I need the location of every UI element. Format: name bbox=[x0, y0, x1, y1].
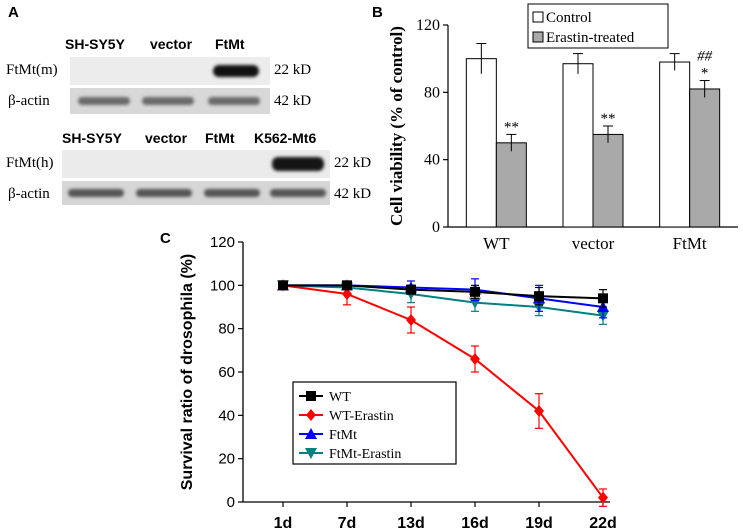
lane-label: FtMt bbox=[205, 130, 235, 146]
panel-a-label: A bbox=[8, 4, 19, 21]
y-tick-label: 80 bbox=[424, 84, 440, 101]
blot-row-label: FtMt(h) bbox=[6, 155, 54, 171]
blot-band bbox=[270, 189, 326, 197]
blot-band bbox=[272, 157, 324, 171]
blot-band bbox=[68, 189, 124, 197]
legend-label: Erastin-treated bbox=[546, 30, 635, 46]
blot-size-label: 22 kD bbox=[274, 62, 312, 78]
bar bbox=[689, 88, 721, 228]
bar bbox=[592, 133, 624, 228]
significance-marker: ** bbox=[504, 119, 519, 135]
blot-band bbox=[204, 189, 260, 197]
y-tick-label: 0 bbox=[432, 219, 440, 236]
blot-size-label: 42 kD bbox=[334, 186, 372, 202]
blot-row-label: FtMt(m) bbox=[6, 62, 58, 78]
blot-strip-actin-m bbox=[70, 88, 270, 114]
significance-marker: * bbox=[701, 66, 709, 82]
significance-marker: ** bbox=[601, 111, 616, 127]
lane-label: vector bbox=[150, 36, 193, 52]
lane-label: K562-Mt6 bbox=[254, 130, 317, 146]
blot-band bbox=[78, 97, 130, 105]
panel-c-label: C bbox=[160, 230, 171, 247]
bar bbox=[562, 63, 594, 228]
legend-box bbox=[527, 3, 669, 49]
legend-swatch bbox=[532, 31, 544, 43]
bar bbox=[495, 142, 527, 228]
y-tick-label: 120 bbox=[416, 17, 440, 34]
lane-label: FtMt bbox=[215, 36, 245, 52]
x-tick-label: vector bbox=[572, 234, 615, 253]
blot-row-label: β-actin bbox=[8, 93, 50, 109]
x-tick-label: FtMt bbox=[673, 234, 707, 253]
blot-band bbox=[208, 97, 260, 105]
blot-strip-ftmt-h bbox=[62, 150, 330, 178]
legend-swatch bbox=[532, 11, 544, 23]
y-tick-label: 40 bbox=[424, 152, 440, 169]
lane-label: SH-SY5Y bbox=[65, 36, 125, 52]
blot-row-label: β-actin bbox=[8, 186, 50, 202]
blot-band bbox=[142, 97, 194, 105]
panel-b-label: B bbox=[372, 4, 383, 21]
x-tick-label: WT bbox=[483, 234, 510, 253]
lane-label: SH-SY5Y bbox=[62, 130, 122, 146]
blot-strip-ftmt-m bbox=[70, 57, 270, 85]
blot-size-label: 42 kD bbox=[274, 93, 312, 109]
blot-size-label: 22 kD bbox=[334, 155, 372, 171]
legend-label: Control bbox=[546, 10, 592, 26]
blot-strip-actin-h bbox=[62, 181, 330, 205]
blot-band bbox=[136, 189, 192, 197]
bar bbox=[465, 58, 497, 228]
lane-label: vector bbox=[145, 130, 188, 146]
significance-marker: ## bbox=[697, 49, 713, 65]
blot-band bbox=[213, 65, 259, 77]
y-axis-label: Cell viability (% of control) bbox=[387, 26, 406, 226]
bar bbox=[659, 61, 691, 228]
